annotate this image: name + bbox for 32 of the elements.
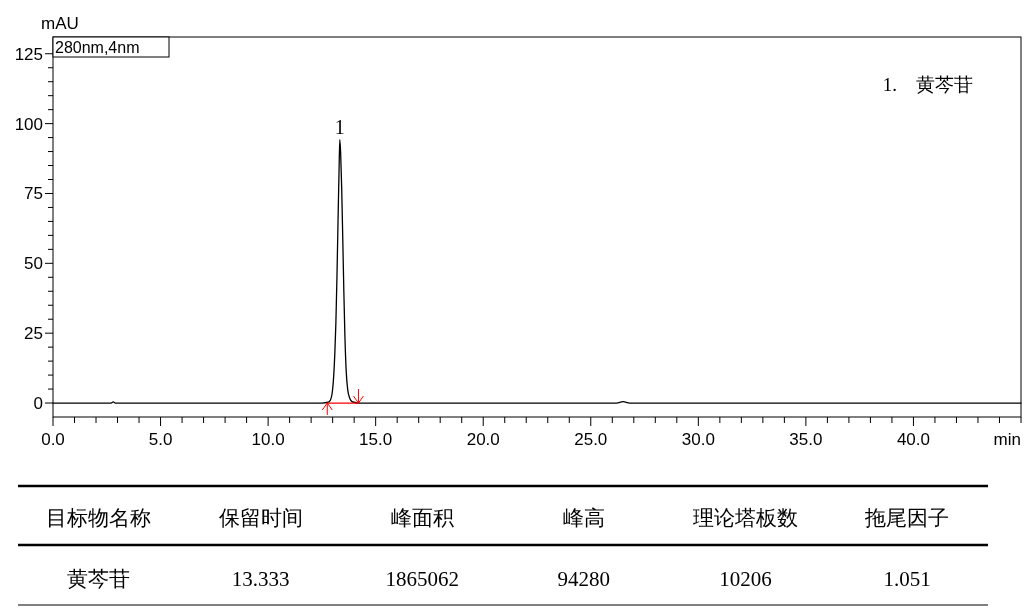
x-tick-label: 5.0: [148, 430, 173, 449]
x-tick-label: 40.0: [896, 430, 930, 449]
annotation: 1: [334, 115, 345, 138]
text: 1.051: [883, 567, 931, 591]
y-tick-label: 100: [14, 114, 43, 134]
x-tick-label: 20.0: [466, 430, 500, 449]
y-tick-label: 50: [24, 254, 43, 274]
y-tick-label: 0: [33, 394, 43, 414]
text: 1865062: [385, 567, 459, 591]
text: 13.333: [231, 567, 290, 591]
annotation: 1. 黄芩苷: [882, 74, 973, 95]
text: 94280: [557, 567, 611, 591]
category-label: 峰高: [562, 506, 605, 529]
x-tick-label: 30.0: [681, 430, 715, 449]
annotation: 280nm,4nm: [55, 39, 140, 56]
category-label: 目标物名称: [46, 506, 152, 529]
x-tick-label: 25.0: [574, 430, 608, 449]
x-tick-label: 10.0: [251, 430, 285, 449]
category-label: 拖尾因子: [864, 506, 950, 529]
category-label: 保留时间: [218, 506, 303, 529]
x-axis-title: min: [993, 430, 1021, 449]
x-tick-label: 0.0: [41, 430, 65, 449]
y-axis-title: mAU: [41, 14, 79, 33]
x-tick-label: 15.0: [359, 430, 393, 449]
text: 10206: [719, 567, 772, 591]
x-tick-label: 35.0: [789, 430, 823, 449]
category-label: 峰面积: [390, 506, 454, 529]
category-label: 理论塔板数: [693, 506, 798, 529]
y-tick-label: 75: [24, 184, 43, 204]
y-tick-label: 25: [24, 324, 43, 344]
y-tick-label: 125: [14, 44, 43, 64]
text: 黄芩苷: [67, 567, 131, 591]
